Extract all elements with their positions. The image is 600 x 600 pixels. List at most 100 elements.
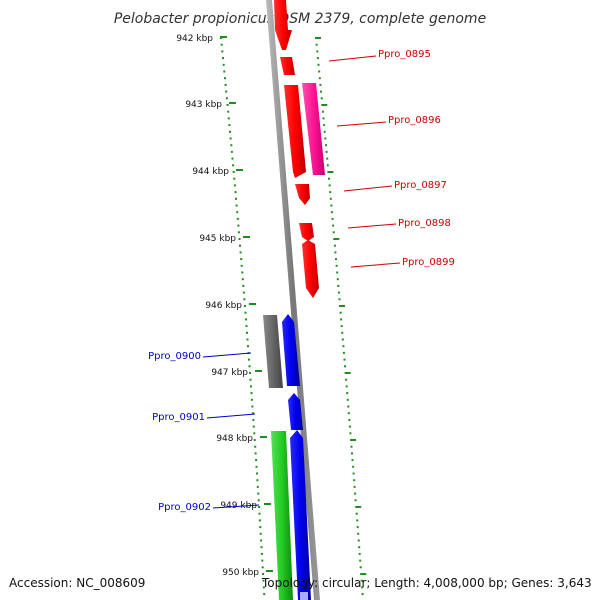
gene-Ppro_0900[interactable] — [282, 314, 300, 386]
gene-label[interactable]: Ppro_0895 — [378, 49, 431, 60]
tick-dot — [260, 552, 263, 555]
tick-dot — [222, 63, 225, 66]
tick-dot — [353, 479, 356, 482]
tick-dot — [343, 358, 346, 361]
tick-dot — [262, 586, 265, 589]
tick-dot — [257, 499, 260, 502]
tick-dot — [258, 512, 261, 515]
tick-dot — [249, 378, 252, 381]
gene-Ppro_0898[interactable] — [299, 223, 314, 241]
tick-dot — [326, 164, 329, 167]
tick-dot — [236, 217, 239, 220]
tick-dot — [340, 325, 343, 328]
tick-dot — [346, 398, 349, 401]
tick-dot — [256, 485, 259, 488]
tick-dot — [262, 573, 265, 575]
tick-dot — [248, 358, 250, 361]
tick-dot — [250, 392, 253, 395]
tick-dot — [220, 43, 223, 46]
gene-Ppro_0895[interactable] — [274, 0, 295, 75]
kbp-label: 945 kbp — [199, 234, 236, 244]
tick-dot — [359, 559, 362, 562]
tick-dot — [250, 398, 253, 401]
tick-dot — [238, 238, 241, 240]
tick-dot — [322, 117, 325, 120]
tick-dot — [231, 157, 234, 160]
tick-dot — [321, 110, 324, 113]
gene-green-block[interactable] — [271, 431, 293, 600]
tick-dot — [332, 224, 335, 227]
tick-marks-right — [315, 37, 367, 596]
tick-dot — [251, 405, 254, 408]
tick-dot — [259, 532, 262, 535]
map-title: Pelobacter propionicus DSM 2379, complet… — [114, 11, 486, 27]
tick-dot — [239, 244, 241, 247]
tick-dot — [332, 231, 335, 234]
gene-label[interactable]: Ppro_0901 — [152, 412, 205, 423]
tick-dot — [315, 43, 318, 46]
tick-dot — [243, 298, 246, 301]
tick-dot — [361, 586, 364, 589]
tick-dot — [315, 37, 321, 39]
tick-dot — [318, 77, 321, 80]
gene-label[interactable]: Ppro_0900 — [148, 351, 201, 362]
tick-dot — [323, 130, 326, 133]
tick-dot — [351, 459, 354, 462]
tick-dot — [352, 472, 355, 475]
tick-dot — [356, 519, 359, 522]
tick-dot — [236, 211, 239, 214]
leader-lines — [202, 55, 401, 509]
tick-dot — [225, 90, 228, 93]
gene-Ppro_0896-red[interactable] — [284, 85, 306, 178]
kbp-label: 947 kbp — [211, 368, 248, 378]
tick-dot — [328, 184, 331, 187]
leader-line-0898 — [347, 223, 397, 229]
tick-dot — [355, 506, 362, 508]
tick-dot — [240, 264, 243, 267]
tick-dot — [359, 566, 362, 569]
tick-dot — [241, 278, 244, 281]
gene-label[interactable]: Ppro_0899 — [402, 257, 455, 268]
tick-dot — [342, 345, 345, 348]
tick-dot — [233, 184, 236, 187]
tick-dot — [246, 331, 248, 334]
gene-Ppro_0897[interactable] — [295, 184, 310, 205]
gene-label[interactable]: Ppro_0902 — [158, 502, 211, 513]
gene-Ppro_0901[interactable] — [288, 393, 303, 430]
tick-dot — [245, 318, 247, 321]
tick-dot — [241, 271, 244, 274]
tick-dot — [224, 83, 227, 86]
tick-dot — [251, 412, 254, 415]
tick-dot — [348, 425, 351, 428]
kbp-label: 943 kbp — [185, 100, 222, 110]
tick-dot — [349, 432, 352, 435]
gene-label[interactable]: Ppro_0897 — [394, 180, 447, 191]
tick-dot — [256, 472, 258, 475]
kbp-label: 944 kbp — [192, 167, 229, 177]
gene-Ppro_0902[interactable] — [290, 430, 311, 600]
tick-dot — [320, 97, 323, 100]
tick-dot — [353, 485, 356, 488]
tick-dot — [224, 77, 226, 80]
gene-Ppro_0896-pink[interactable] — [302, 83, 325, 175]
tick-dot — [237, 231, 240, 234]
tick-dot — [361, 593, 364, 596]
gene-block[interactable] — [280, 57, 295, 75]
kbp-label: 948 kbp — [216, 434, 253, 444]
tick-dot — [345, 385, 348, 388]
tick-marks-left — [220, 37, 266, 596]
tick-dot — [326, 157, 329, 160]
gene-label[interactable]: Ppro_0898 — [398, 218, 451, 229]
tick-dot — [260, 546, 263, 549]
tick-dot — [258, 506, 261, 508]
gene-arrow[interactable] — [274, 0, 292, 50]
tick-dot — [330, 204, 333, 207]
tick-dot — [254, 452, 257, 455]
gene-gray-block[interactable] — [263, 315, 283, 388]
tick-dot — [227, 117, 230, 120]
tick-dot — [354, 499, 357, 502]
tick-dot — [345, 378, 348, 381]
gene-Ppro_0899[interactable] — [302, 240, 319, 298]
tick-dot — [230, 144, 233, 147]
gene-label[interactable]: Ppro_0896 — [388, 115, 441, 126]
